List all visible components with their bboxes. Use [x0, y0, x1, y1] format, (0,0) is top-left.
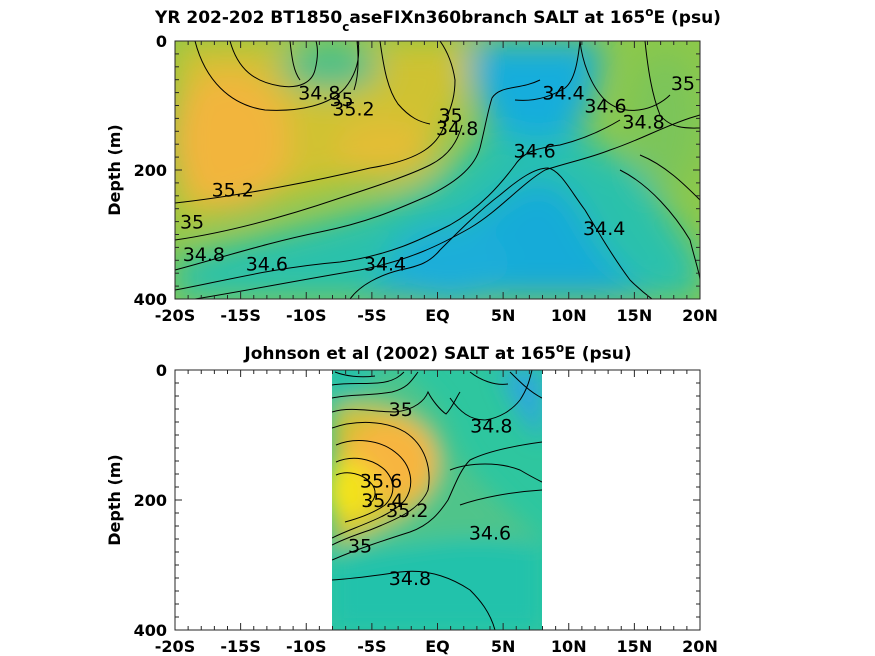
top-contour-label: 34.8 [622, 112, 664, 134]
top-contour-line [639, 154, 700, 201]
bottom-panel: Johnson et al (2002) SALT at 165oE (psu) [105, 341, 718, 656]
bottom-x-tick-label: 5N [491, 637, 516, 656]
top-x-tick-label: 20N [682, 306, 718, 325]
top-contour-line [514, 41, 581, 101]
top-contour-label: 34.6 [584, 96, 626, 118]
bottom-contour-line [332, 390, 461, 415]
bottom-y-tick-label: 0 [156, 361, 167, 380]
top-contour-label: 34.6 [246, 254, 288, 276]
top-contour-line [353, 41, 359, 91]
top-x-tick-label: -5S [357, 306, 386, 325]
bottom-contour-line [332, 441, 542, 561]
top-contour-line [175, 124, 463, 241]
bottom-y-axis-label: Depth (m) [105, 454, 124, 546]
bottom-contour-line [509, 371, 542, 399]
bottom-contour-labels: 35 34.8 35.635.435.2 34.6 35 34.8 [348, 399, 513, 590]
bottom-x-tick-label: -10S [286, 637, 326, 656]
top-contour-line [175, 79, 541, 271]
top-contour-label: 35 [671, 73, 695, 95]
bottom-contour-line [332, 371, 419, 399]
bottom-x-tick-label: 10N [551, 637, 587, 656]
bottom-x-tick-label: 20N [682, 637, 718, 656]
top-y-tick-label: 0 [156, 32, 167, 51]
bottom-y-tick-label: 400 [134, 621, 167, 640]
top-contour-line [579, 41, 671, 111]
top-contour-line [644, 41, 700, 129]
bottom-contour-label: 34.8 [470, 415, 512, 437]
bottom-y-tick-label: 200 [134, 491, 167, 510]
bottom-x-tick-label: 15N [617, 637, 653, 656]
bottom-contour-line [335, 472, 376, 506]
bottom-y-ticks: 0 200 400 [134, 361, 700, 640]
bottom-salinity-field: 35 34.8 35.635.435.2 34.6 35 34.8 [332, 370, 542, 630]
top-contour-label: 34.8 [183, 244, 225, 266]
bottom-contour-label: 35.4 [361, 490, 403, 512]
bottom-contour-lines [332, 370, 542, 630]
bottom-contour-label: 34.8 [389, 568, 431, 590]
top-contour-label: 34.8 [436, 118, 478, 140]
top-contour-line [175, 41, 456, 204]
bottom-contour-line [334, 371, 376, 378]
top-contour-line [379, 41, 431, 125]
top-contour-label: 34.4 [542, 83, 584, 105]
bottom-contour-label: 35.2 [386, 500, 428, 522]
bottom-x-tick-label: -20S [155, 637, 195, 656]
top-x-tick-label: -10S [286, 306, 326, 325]
top-contour-label: 34.6 [513, 141, 555, 163]
bottom-contour-line [449, 370, 533, 421]
top-x-tick-label: -15S [220, 306, 260, 325]
bottom-contour-line [449, 463, 542, 483]
bottom-contour-line [332, 421, 430, 546]
top-contour-label: 35 [439, 105, 463, 127]
top-contour-label: 34.4 [583, 218, 625, 240]
top-contour-line [619, 169, 700, 281]
bottom-contour-line [332, 371, 405, 386]
top-contour-line [194, 114, 700, 299]
bottom-contour-line [469, 371, 509, 385]
bottom-x-tick-label: EQ [425, 637, 450, 656]
top-y-axis-label: Depth (m) [105, 124, 124, 216]
top-contour-line [194, 41, 360, 111]
top-y-tick-label: 200 [134, 161, 167, 180]
bottom-contour-line [335, 457, 394, 523]
bottom-x-tick-label: -15S [220, 637, 260, 656]
top-panel: YR 202-202 BT1850caseFIXn360branch SALT … [105, 5, 721, 325]
top-x-tick-label: -20S [155, 306, 195, 325]
bottom-contour-label: 35.6 [360, 471, 402, 493]
top-contour-label: 34.8 [298, 83, 340, 105]
top-contour-label: 35.2 [212, 179, 254, 201]
bottom-contour-line [459, 489, 542, 506]
top-contour-lines [175, 41, 700, 299]
bottom-x-tick-label: -5S [357, 637, 386, 656]
top-contour-label: 35 [330, 89, 354, 111]
bottom-contour-line [332, 440, 412, 539]
top-x-tick-label: 10N [551, 306, 587, 325]
top-y-tick-label: 400 [134, 290, 167, 309]
bottom-contour-label: 35 [348, 536, 372, 558]
bottom-contour-label: 34.6 [469, 523, 511, 545]
top-chart-title: YR 202-202 BT1850caseFIXn360branch SALT … [154, 5, 721, 34]
bottom-contour-line [332, 570, 496, 630]
top-contour-label: 34.4 [364, 254, 406, 276]
top-x-tick-label: EQ [425, 306, 450, 325]
bottom-chart-title: Johnson et al (2002) SALT at 165oE (psu) [243, 341, 631, 364]
top-x-tick-label: 15N [617, 306, 653, 325]
top-contour-label: 35.2 [332, 99, 374, 121]
top-y-ticks: 0 200 400 [134, 32, 700, 309]
bottom-contour-label: 35 [389, 399, 413, 421]
top-contour-line [175, 119, 621, 291]
top-contour-line [229, 41, 318, 88]
top-x-ticks: -20S -15S -10S -5S EQ 5N 10N 15N 20N [155, 41, 718, 325]
top-contour-line [289, 41, 301, 81]
top-contour-line [349, 167, 653, 299]
bottom-x-ticks: -20S -15S -10S -5S EQ 5N 10N 15N 20N [155, 370, 718, 656]
top-contour-label: 35 [180, 212, 204, 234]
top-x-tick-label: 5N [491, 306, 516, 325]
